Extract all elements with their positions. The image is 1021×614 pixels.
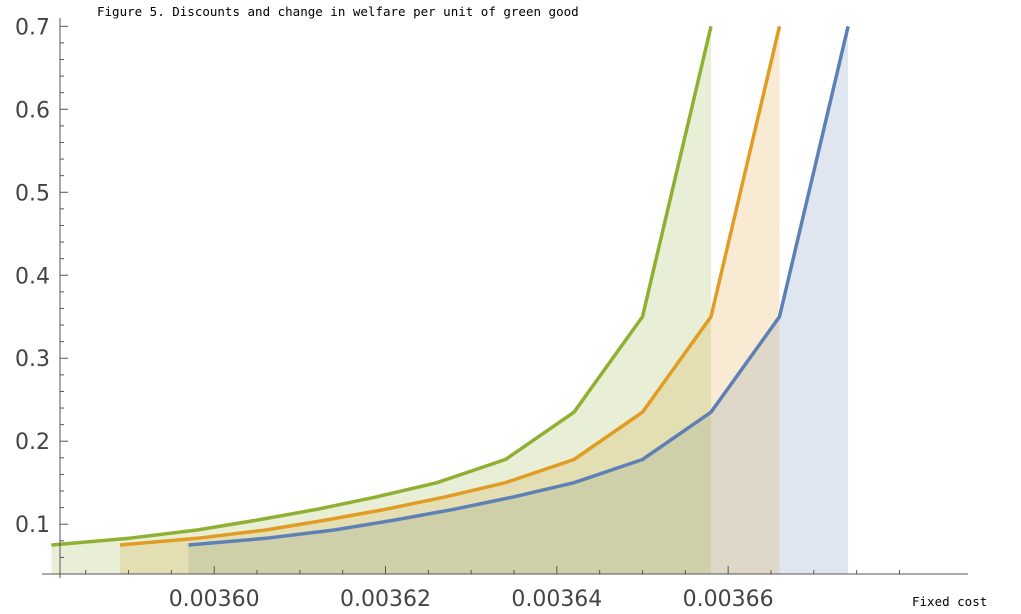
- y-tick-label: 0.7: [15, 15, 50, 40]
- y-tick-label: 0.1: [15, 513, 50, 538]
- series-3-line: [51, 25, 713, 547]
- series-1-line: [188, 25, 850, 547]
- chart-title: Figure 5. Discounts and change in welfar…: [97, 4, 579, 19]
- series-3-fill: [51, 26, 711, 575]
- series-2-line: [119, 25, 782, 547]
- x-tick-label: 0.00362: [340, 587, 431, 612]
- series-1-fill: [188, 26, 849, 575]
- series-2-fill: [120, 26, 780, 575]
- y-tick-label: 0.3: [15, 347, 50, 372]
- ticks: 0.00360 0.00362 0.00364 0.00366 0.1 0.2 0.3 0.4…: [15, 15, 900, 612]
- x-axis-label: Fixed cost: [912, 594, 987, 609]
- y-tick-label: 0.4: [15, 264, 50, 289]
- series-fills: [51, 26, 849, 575]
- x-tick-label: 0.00366: [683, 587, 774, 612]
- x-tick-label: 0.00364: [511, 587, 602, 612]
- y-tick-label: 0.6: [15, 98, 50, 123]
- x-tick-label: 0.00360: [169, 587, 260, 612]
- y-tick-label: 0.2: [15, 430, 50, 455]
- series-lines: [51, 25, 850, 547]
- y-tick-label: 0.5: [15, 181, 50, 206]
